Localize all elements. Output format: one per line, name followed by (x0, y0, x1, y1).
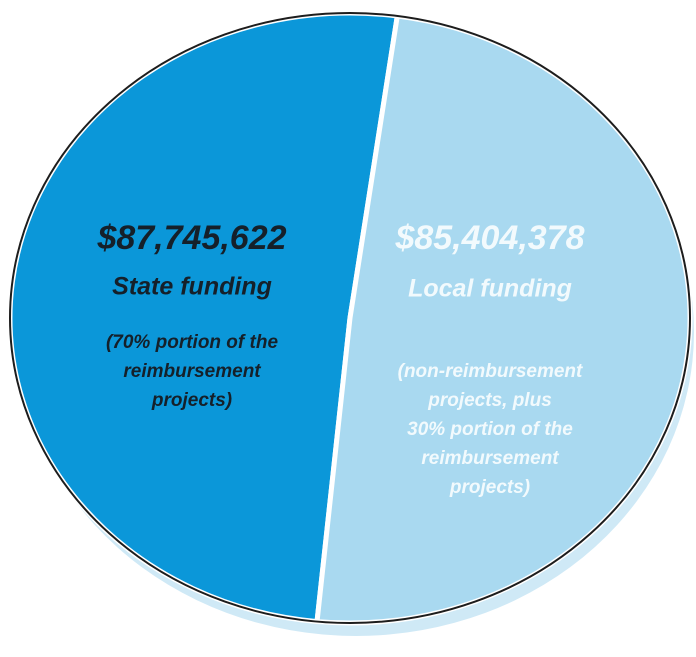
description-line: reimbursement (123, 361, 261, 382)
labels: $87,745,622 State funding (70% portion of … (96, 219, 584, 498)
category-label: Local funding (408, 275, 572, 303)
description-line: projects) (151, 390, 232, 411)
description-line: projects, plus (427, 390, 552, 411)
description-line: (non-reimbursement (398, 361, 583, 382)
description-line: 30% portion of the (407, 419, 573, 440)
description-line: (70% portion of the (106, 332, 278, 353)
category-label: State funding (112, 273, 272, 301)
value-label: $87,745,622 (96, 219, 286, 257)
pie-outline (9, 12, 691, 624)
description-line: reimbursement (421, 448, 559, 469)
slices (7, 10, 693, 626)
value-label: $85,404,378 (394, 219, 584, 257)
description-line: projects) (449, 477, 530, 498)
